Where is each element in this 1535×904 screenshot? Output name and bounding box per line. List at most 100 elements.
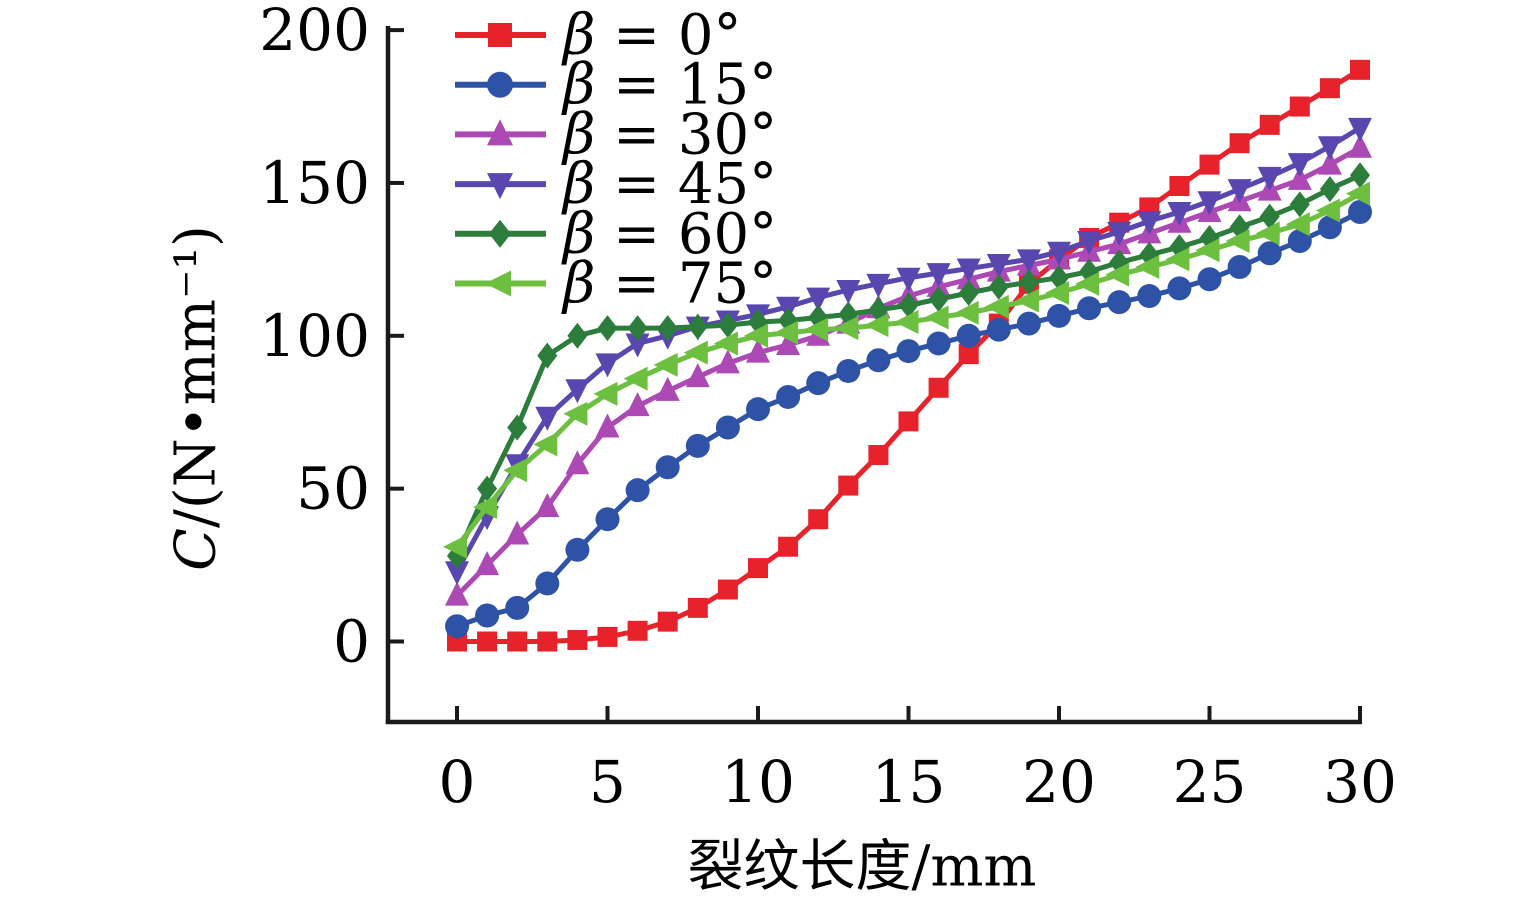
triangle-down-marker — [896, 267, 921, 292]
circle-marker — [715, 415, 740, 440]
triangle-up-marker — [505, 520, 530, 545]
triangle-left-marker — [1075, 271, 1100, 296]
legend-label: β = 15° — [561, 53, 777, 118]
square-marker — [1259, 114, 1280, 135]
triangle-up-marker — [475, 551, 500, 576]
y-axis-variable: C — [163, 527, 229, 571]
triangle-up-marker — [535, 492, 560, 517]
circle-marker — [806, 371, 831, 396]
legend-label: β = 0° — [561, 3, 742, 68]
triangle-left-marker — [1045, 281, 1069, 306]
triangle-up-marker — [685, 363, 710, 388]
triangle-down-marker — [487, 173, 513, 200]
square-marker — [1169, 176, 1190, 197]
triangle-down-marker — [1167, 201, 1192, 226]
diamond-marker — [627, 315, 648, 342]
legend-label: β = 60° — [561, 202, 777, 267]
y-axis-units: /(N•mm⁻¹) — [163, 225, 229, 528]
square-marker — [808, 509, 829, 530]
triangle-up-marker — [1317, 150, 1342, 175]
diamond-marker — [567, 322, 588, 349]
circle-marker — [595, 507, 620, 532]
diamond-marker — [928, 286, 949, 313]
triangle-up-marker — [715, 349, 740, 374]
circle-marker — [655, 455, 680, 480]
triangle-down-marker — [1016, 249, 1041, 274]
triangle-up-marker — [776, 330, 801, 355]
triangle-down-marker — [1227, 179, 1252, 204]
diamond-marker — [537, 342, 558, 369]
square-marker — [488, 23, 512, 47]
triangle-up-marker — [487, 119, 513, 146]
y-tick-label: 50 — [296, 455, 370, 523]
circle-marker — [565, 537, 590, 562]
circle-marker — [1167, 276, 1192, 301]
legend-item-β = 0°: β = 0° — [455, 3, 742, 68]
diamond-marker — [597, 315, 618, 342]
triangle-up-marker — [1348, 133, 1372, 158]
square-marker — [868, 445, 889, 466]
triangle-left-marker — [954, 300, 979, 325]
triangle-down-marker — [1287, 153, 1312, 178]
square-marker — [567, 629, 588, 650]
triangle-left-marker — [1165, 247, 1190, 272]
triangle-down-marker — [625, 333, 650, 358]
circle-marker — [836, 358, 861, 383]
circle-marker — [1197, 267, 1222, 292]
triangle-left-marker — [1135, 255, 1160, 280]
triangle-left-marker — [774, 320, 799, 345]
triangle-down-marker — [1137, 211, 1162, 236]
diamond-marker — [958, 280, 979, 307]
triangle-left-marker — [834, 316, 859, 341]
circle-marker — [1107, 290, 1132, 315]
triangle-down-marker — [1348, 117, 1372, 142]
triangle-down-marker — [986, 253, 1011, 278]
x-tick-label: 30 — [1323, 748, 1397, 816]
triangle-down-marker — [956, 258, 981, 283]
diamond-marker — [717, 312, 738, 339]
circle-marker — [746, 397, 770, 422]
triangle-left-marker — [485, 270, 511, 297]
triangle-up-marker — [746, 338, 770, 363]
diamond-marker — [898, 292, 919, 319]
square-marker — [928, 377, 949, 398]
triangle-down-marker — [535, 406, 560, 431]
square-marker — [717, 579, 738, 600]
square-marker — [687, 597, 708, 618]
square-marker — [507, 631, 528, 652]
circle-marker — [505, 595, 530, 620]
circle-marker — [956, 323, 981, 348]
y-tick-label: 0 — [333, 608, 370, 676]
triangle-up-marker — [1287, 165, 1312, 190]
circle-marker — [487, 71, 513, 98]
x-tick-label: 15 — [872, 748, 946, 816]
diamond-marker — [507, 414, 528, 441]
triangle-down-marker — [1047, 241, 1071, 266]
series-β = 15° — [445, 199, 1372, 639]
square-marker — [537, 631, 558, 652]
legend-label: β = 45° — [561, 152, 777, 217]
triangle-up-marker — [565, 450, 590, 475]
triangle-down-marker — [866, 273, 891, 298]
diamond-marker — [1259, 203, 1280, 230]
circle-marker — [625, 478, 650, 503]
triangle-left-marker — [1346, 181, 1370, 206]
circle-marker — [1257, 241, 1282, 266]
circle-marker — [685, 433, 710, 458]
triangle-up-marker — [625, 392, 650, 417]
x-tick-label: 20 — [1022, 748, 1096, 816]
triangle-left-marker — [623, 366, 648, 391]
triangle-left-marker — [443, 534, 467, 559]
triangle-left-marker — [1014, 288, 1039, 313]
triangle-left-marker — [683, 340, 708, 365]
diamond-marker — [988, 273, 1009, 300]
circle-marker — [535, 571, 560, 596]
triangle-down-marker — [595, 353, 620, 378]
diamond-marker — [489, 219, 511, 248]
square-marker — [898, 411, 919, 432]
triangle-left-marker — [533, 432, 558, 457]
triangle-up-marker — [655, 376, 680, 401]
legend-item-β = 75°: β = 75° — [455, 252, 777, 317]
circle-marker — [1287, 229, 1312, 254]
